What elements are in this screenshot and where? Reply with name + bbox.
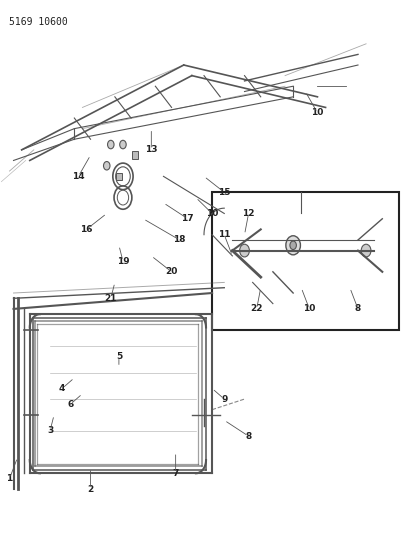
Circle shape	[290, 241, 296, 249]
Text: 8: 8	[246, 432, 252, 441]
Text: 15: 15	[218, 188, 231, 197]
Text: 17: 17	[182, 214, 194, 223]
Text: 9: 9	[221, 394, 227, 403]
Text: 12: 12	[242, 209, 255, 218]
Circle shape	[361, 244, 371, 257]
Bar	[116, 173, 122, 180]
Text: 7: 7	[173, 469, 179, 478]
Text: 6: 6	[67, 400, 73, 409]
Text: 20: 20	[165, 268, 178, 276]
Text: 11: 11	[218, 230, 231, 239]
Text: 16: 16	[80, 225, 93, 234]
Text: 18: 18	[173, 236, 186, 245]
Text: 21: 21	[104, 294, 117, 303]
Text: 3: 3	[47, 426, 53, 435]
Text: 5: 5	[116, 352, 122, 361]
Circle shape	[239, 244, 249, 257]
Text: 14: 14	[72, 172, 85, 181]
Circle shape	[286, 236, 300, 255]
Circle shape	[120, 140, 126, 149]
Text: 10: 10	[206, 209, 218, 218]
Text: 1: 1	[7, 474, 13, 483]
Text: 10: 10	[303, 304, 315, 313]
Circle shape	[108, 140, 114, 149]
Text: 2: 2	[87, 484, 94, 494]
Text: 4: 4	[59, 384, 65, 393]
Text: 8: 8	[355, 304, 361, 313]
Bar	[132, 151, 138, 159]
Text: 5169 10600: 5169 10600	[9, 17, 68, 27]
Text: 19: 19	[117, 257, 129, 265]
Circle shape	[104, 161, 110, 170]
Text: 22: 22	[251, 304, 263, 313]
Text: 13: 13	[145, 146, 157, 155]
Text: 10: 10	[311, 108, 324, 117]
Bar	[212, 192, 399, 330]
